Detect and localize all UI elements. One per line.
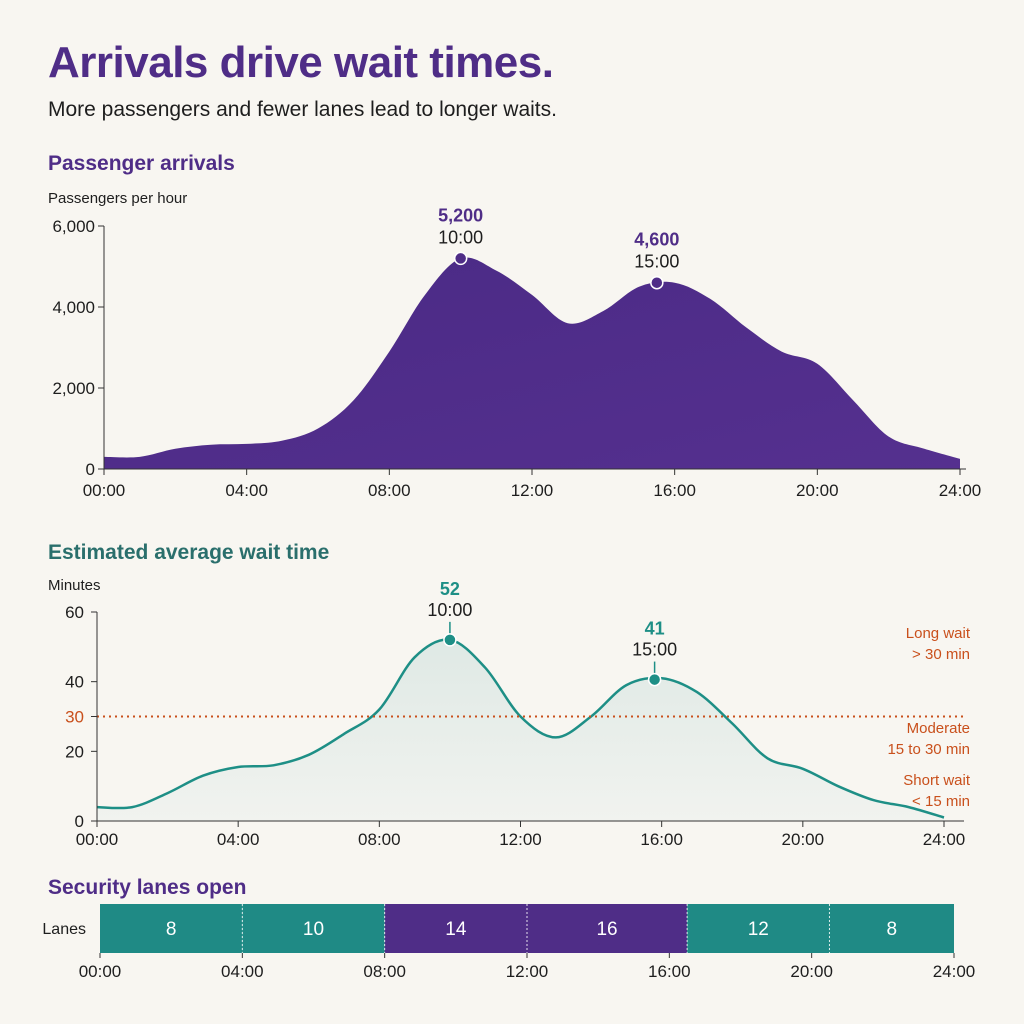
arrivals-x-tick-label: 24:00 bbox=[939, 481, 982, 500]
arrivals-x-tick-label: 00:00 bbox=[83, 481, 126, 500]
lanes-x-tick-label: 16:00 bbox=[648, 962, 691, 981]
arrivals-y-tick-label: 0 bbox=[86, 460, 95, 479]
lanes-segment-value: 10 bbox=[303, 919, 324, 940]
lanes-x-tick-label: 00:00 bbox=[79, 962, 122, 981]
wait-x-tick-label: 00:00 bbox=[76, 830, 119, 849]
lanes-x-tick-label: 12:00 bbox=[506, 962, 549, 981]
arrivals-peak-marker bbox=[453, 251, 468, 266]
lanes-title: Security lanes open bbox=[48, 876, 247, 899]
wait-peak-marker bbox=[443, 633, 457, 647]
wait-x-tick-label: 24:00 bbox=[923, 830, 966, 849]
arrivals-x-tick-label: 08:00 bbox=[368, 481, 411, 500]
wait-unit-label: Minutes bbox=[48, 577, 101, 594]
arrivals-area bbox=[104, 257, 960, 469]
wait-band-label: Short wait bbox=[903, 772, 971, 789]
arrivals-y-tick-label: 6,000 bbox=[52, 217, 95, 236]
arrivals-x-tick-label: 20:00 bbox=[796, 481, 839, 500]
arrivals-y-tick-label: 4,000 bbox=[52, 298, 95, 317]
page-title: Arrivals drive wait times. bbox=[48, 38, 554, 87]
wait-title: Estimated average wait time bbox=[48, 541, 330, 564]
lanes-x-tick-label: 24:00 bbox=[933, 962, 976, 981]
lanes-row-label: Lanes bbox=[42, 921, 86, 938]
lanes-segment bbox=[242, 904, 385, 953]
arrivals-peak-time: 15:00 bbox=[634, 252, 679, 272]
arrivals-peak-value: 4,600 bbox=[634, 230, 679, 250]
wait-y-tick-label: 30 bbox=[65, 708, 84, 727]
lanes-x-tick-label: 04:00 bbox=[221, 962, 264, 981]
arrivals-title: Passenger arrivals bbox=[48, 152, 235, 175]
arrivals-peak-marker bbox=[650, 275, 664, 290]
wait-x-tick-label: 12:00 bbox=[499, 830, 542, 849]
arrivals-unit-label: Passengers per hour bbox=[48, 190, 188, 207]
arrivals-y-tick-label: 2,000 bbox=[52, 379, 95, 398]
page-subtitle: More passengers and fewer lanes lead to … bbox=[48, 98, 557, 121]
arrivals-peak-value: 5,200 bbox=[438, 205, 483, 225]
wait-x-tick-label: 16:00 bbox=[640, 830, 683, 849]
wait-band-range: < 15 min bbox=[912, 793, 970, 810]
wait-band-range: > 30 min bbox=[912, 646, 970, 663]
arrivals-peak-time: 10:00 bbox=[438, 227, 483, 247]
wait-y-tick-label: 60 bbox=[65, 603, 84, 622]
wait-peak-time: 15:00 bbox=[632, 640, 677, 660]
lanes-x-tick-label: 08:00 bbox=[363, 962, 406, 981]
wait-peak-marker bbox=[647, 672, 662, 687]
arrivals-x-tick-label: 16:00 bbox=[653, 481, 696, 500]
lanes-segment-value: 16 bbox=[596, 919, 617, 940]
wait-y-tick-label: 40 bbox=[65, 673, 84, 692]
wait-peak-value: 41 bbox=[645, 619, 665, 639]
wait-peak-value: 52 bbox=[440, 579, 460, 599]
lanes-segment-value: 8 bbox=[166, 919, 177, 940]
wait-band-label: Long wait bbox=[906, 625, 971, 642]
wait-x-tick-label: 04:00 bbox=[217, 830, 260, 849]
wait-line bbox=[96, 638, 945, 819]
wait-band-label: Moderate bbox=[907, 720, 970, 737]
wait-peak-time: 10:00 bbox=[427, 600, 472, 620]
lanes-segment-value: 12 bbox=[748, 919, 769, 940]
lanes-segment-value: 8 bbox=[886, 919, 897, 940]
lanes-x-tick-label: 20:00 bbox=[790, 962, 833, 981]
lanes-segment bbox=[829, 904, 954, 953]
lanes-segment bbox=[384, 904, 527, 953]
lanes-segment bbox=[527, 904, 688, 953]
wait-band-range: 15 to 30 min bbox=[887, 741, 970, 758]
wait-y-tick-label: 0 bbox=[75, 812, 84, 831]
arrivals-x-tick-label: 04:00 bbox=[225, 481, 268, 500]
lanes-segment-value: 14 bbox=[445, 919, 467, 940]
lanes-segment bbox=[100, 904, 243, 953]
wait-x-tick-label: 20:00 bbox=[782, 830, 825, 849]
wait-y-tick-label: 20 bbox=[65, 742, 84, 761]
arrivals-x-tick-label: 12:00 bbox=[511, 481, 554, 500]
wait-area bbox=[97, 639, 944, 821]
lanes-segment bbox=[687, 904, 830, 953]
wait-x-tick-label: 08:00 bbox=[358, 830, 401, 849]
